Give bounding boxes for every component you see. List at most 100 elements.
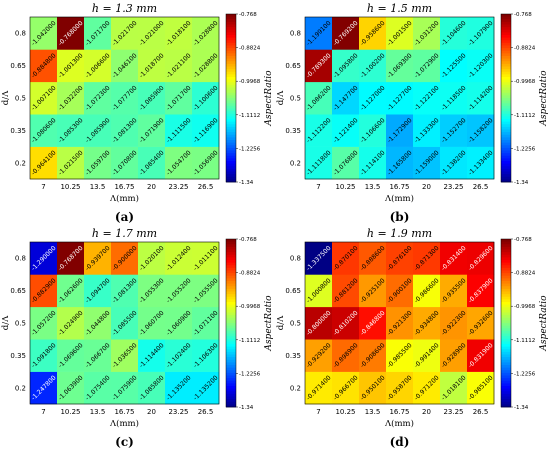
heatmap-cell xyxy=(57,17,85,50)
heatmap-cell xyxy=(30,49,58,83)
heatmap-cell xyxy=(84,146,112,180)
y-tick-label: 0.5 xyxy=(15,95,26,103)
colorbar-segment xyxy=(501,132,511,136)
heatmap-cell xyxy=(332,146,360,180)
colorbar-segment xyxy=(501,111,511,115)
heatmap-cell xyxy=(305,114,333,147)
x-tick-label: 10.25 xyxy=(60,183,80,191)
colorbar-segment xyxy=(226,296,236,300)
colorbar-segment xyxy=(501,323,511,327)
heatmap-cell xyxy=(165,81,193,115)
colorbar-segment xyxy=(501,328,511,332)
colorbar-tick-label: -1.2256 xyxy=(514,146,536,152)
colorbar-label: AspectRatio xyxy=(539,70,549,127)
x-tick-label: 23.25 xyxy=(443,408,463,416)
heatmap-cell xyxy=(111,17,139,50)
colorbar-segment xyxy=(501,142,511,146)
heatmap-cell xyxy=(57,114,85,147)
x-tick-label: 20 xyxy=(147,183,156,191)
y-tick-label: 0.65 xyxy=(10,287,26,295)
colorbar-segment xyxy=(226,325,236,329)
heatmap-cell xyxy=(30,146,58,180)
heatmap-cell xyxy=(413,146,441,180)
colorbar-segment xyxy=(226,401,236,405)
colorbar-segment xyxy=(501,66,511,70)
colorbar-segment xyxy=(501,404,511,408)
heatmap-cell xyxy=(84,339,112,372)
colorbar-segment xyxy=(501,21,511,25)
heatmap-cell xyxy=(440,49,468,83)
heatmap-cell xyxy=(138,49,166,83)
colorbar-segment xyxy=(501,286,511,290)
colorbar-segment xyxy=(501,378,511,382)
panel-label: (d) xyxy=(390,435,410,449)
colorbar-segment xyxy=(501,341,511,345)
colorbar-segment xyxy=(226,137,236,141)
colorbar-segment xyxy=(226,21,236,25)
heatmap-cell xyxy=(30,274,58,308)
heatmap-cell xyxy=(440,306,468,340)
heatmap-cell xyxy=(359,49,387,83)
colorbar-segment xyxy=(226,239,236,243)
heatmap-cell xyxy=(192,114,220,147)
colorbar-segment xyxy=(226,98,236,102)
heatmap-cell xyxy=(386,49,414,83)
colorbar-segment xyxy=(501,283,511,287)
colorbar-segment xyxy=(226,299,236,303)
x-tick-label: 13.5 xyxy=(365,183,381,191)
colorbar-segment xyxy=(501,383,511,387)
y-tick-label: 0.2 xyxy=(290,159,301,167)
heatmap-cell xyxy=(413,306,441,340)
colorbar-segment xyxy=(226,40,236,44)
heatmap-cell xyxy=(467,49,495,83)
colorbar-segment xyxy=(501,260,511,264)
heatmap-cell xyxy=(165,242,193,275)
y-tick-label: 0.35 xyxy=(285,352,301,360)
colorbar-segment xyxy=(501,401,511,405)
y-tick-label: 0.65 xyxy=(285,62,301,70)
heatmap-cell xyxy=(84,17,112,50)
heatmap-cell xyxy=(30,371,58,405)
colorbar-segment xyxy=(501,372,511,376)
colorbar-segment xyxy=(226,142,236,146)
heatmap-cell xyxy=(84,306,112,340)
colorbar-tick-label: -1.1112 xyxy=(514,113,535,119)
colorbar-segment xyxy=(501,386,511,390)
colorbar-segment xyxy=(226,283,236,287)
x-tick-label: 10.25 xyxy=(335,408,355,416)
heatmap-cell xyxy=(111,306,139,340)
colorbar-segment xyxy=(501,336,511,340)
colorbar-segment xyxy=(226,344,236,348)
colorbar-segment xyxy=(226,53,236,57)
colorbar-segment xyxy=(501,69,511,73)
heatmap-cell xyxy=(332,49,360,83)
heatmap-cell xyxy=(359,306,387,340)
colorbar-segment xyxy=(226,61,236,65)
x-tick-label: 23.25 xyxy=(443,183,463,191)
colorbar-segment xyxy=(501,158,511,162)
y-tick-label: 0.2 xyxy=(290,384,301,392)
y-tick-label: 0.5 xyxy=(290,95,301,103)
heatmap-cell xyxy=(359,81,387,115)
heatmap-cell xyxy=(84,114,112,147)
heatmap-panel-2: -1.111800 -1.076800 -1.114100 -1.165800 -1.1… xyxy=(276,2,549,224)
colorbar-segment xyxy=(501,338,511,342)
heatmap-cell xyxy=(165,49,193,83)
colorbar-segment xyxy=(226,404,236,408)
colorbar-segment xyxy=(226,254,236,258)
colorbar-segment xyxy=(501,393,511,397)
heatmap-cell xyxy=(332,17,360,50)
plot-frame xyxy=(304,241,495,405)
colorbar-segment xyxy=(226,14,236,18)
colorbar-segment xyxy=(226,140,236,144)
heatmap-cell xyxy=(440,114,468,147)
colorbar-segment xyxy=(501,84,511,88)
x-tick-label: 26.5 xyxy=(473,183,489,191)
heatmap-cell xyxy=(30,339,58,372)
heatmap-cell xyxy=(192,339,220,372)
heatmap-cell xyxy=(57,146,85,180)
heatmap-cell xyxy=(111,49,139,83)
colorbar-segment xyxy=(226,260,236,264)
colorbar-segment xyxy=(226,309,236,313)
